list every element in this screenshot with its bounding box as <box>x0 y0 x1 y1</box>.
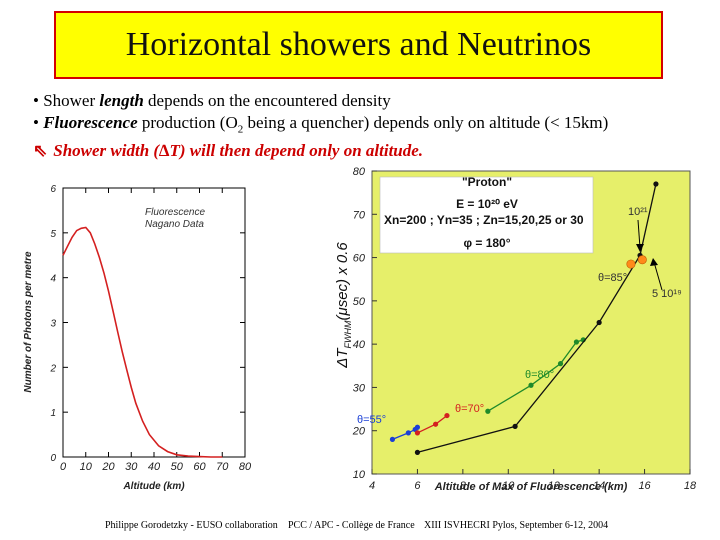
data-point <box>596 319 602 326</box>
info-line: Xn=200 ; Yn=35 ; Zn=15,20,25 or 30 <box>384 213 584 227</box>
y-tick-label: 70 <box>353 209 366 221</box>
x-tick-label: 60 <box>193 461 206 473</box>
data-point <box>405 430 411 436</box>
x-tick-label: 20 <box>101 461 115 473</box>
footer-left: Philippe Gorodetzky - EUSO collaboration <box>105 520 278 531</box>
y-tick-label: 5 <box>50 229 56 240</box>
x-tick-label: 14 <box>593 480 605 492</box>
data-point <box>573 339 580 345</box>
y-tick-label: 0 <box>50 453 56 464</box>
y-tick-label: 80 <box>353 166 366 178</box>
y-axis-label: ΔTFWHM(μsec) x 0.6 <box>334 242 353 369</box>
bullet-length: • Shower length depends on the encounter… <box>33 91 391 110</box>
bullet-fluorescence: • Fluorescence production (O2 being a qu… <box>33 113 609 136</box>
data-point <box>557 361 564 367</box>
x-axis-label: Altitude of Max of Fluorescence (km) <box>434 481 628 493</box>
data-point <box>414 430 421 436</box>
y-tick-label: 2 <box>49 363 56 374</box>
legend-line-1: Fluorescence <box>145 207 205 218</box>
x-tick-label: 12 <box>548 480 560 492</box>
angle-label: θ=55° <box>357 414 386 426</box>
pointer-arrow-head <box>650 258 658 266</box>
legend-line-2: Nagano Data <box>145 219 204 230</box>
y-tick-label: 10 <box>353 469 366 481</box>
y-tick-label: 50 <box>353 296 366 308</box>
angle-label: θ=80° <box>525 369 554 381</box>
x-tick-label: 40 <box>148 461 161 473</box>
footer-center: PCC / APC - Collège de France <box>288 520 415 531</box>
pointer-arrow <box>653 261 663 291</box>
x-tick-label: 6 <box>414 480 421 492</box>
x-tick-label: 4 <box>369 480 375 492</box>
data-point <box>389 436 396 442</box>
pointer-arrow <box>637 219 641 249</box>
data-point <box>444 412 450 419</box>
bullet-list: • Shower length depends on the encounter… <box>33 90 608 162</box>
info-line: E = 10²⁰ eV <box>456 197 518 211</box>
x-tick-label: 16 <box>638 480 651 492</box>
x-axis-label: Altitude (km) <box>122 481 185 492</box>
x-tick-label: 80 <box>239 461 252 473</box>
fluorescence-curve <box>62 226 223 458</box>
title-box: Horizontal showers and Neutrinos <box>54 11 663 79</box>
y-tick-label: 60 <box>353 253 366 265</box>
angle-label: θ=70° <box>455 403 484 415</box>
highlight-point <box>626 259 636 269</box>
data-point <box>485 408 491 414</box>
arrow-icon: ⇖ <box>33 141 48 161</box>
data-point <box>433 421 439 427</box>
data-point <box>414 449 421 455</box>
x-tick-label: 0 <box>60 461 67 473</box>
info-box <box>379 176 594 254</box>
bullet-width: ⇖ Shower width (∆T) will then depend only… <box>33 141 424 161</box>
angle-label: 5 10¹⁹ <box>652 288 682 300</box>
y-tick-label: 6 <box>50 184 56 195</box>
page-title: Horizontal showers and Neutrinos <box>125 26 592 63</box>
y-tick-label: 4 <box>50 274 56 285</box>
x-tick-label: 10 <box>502 480 515 492</box>
info-line: φ = 180° <box>463 236 510 250</box>
angle-label: 10²¹ <box>628 206 648 218</box>
highlight-point <box>637 255 647 265</box>
y-tick-label: 30 <box>353 382 366 394</box>
y-tick-label: 3 <box>50 319 56 330</box>
y-tick-label: 1 <box>50 408 56 419</box>
x-tick-label: 18 <box>684 480 697 492</box>
data-point <box>414 424 421 430</box>
pointer-arrow-head <box>636 244 644 252</box>
angle-label: θ=85° <box>598 272 627 284</box>
data-point <box>528 382 534 388</box>
x-tick-label: 50 <box>171 461 184 473</box>
footer-right: XIII ISVHECRI Pylos, September 6-12, 200… <box>424 520 609 531</box>
y-tick-label: 40 <box>353 339 366 351</box>
data-point <box>512 423 518 429</box>
x-tick-label: 8 <box>460 480 467 492</box>
info-line: "Proton" <box>462 175 512 189</box>
y-tick-label: 20 <box>352 426 366 438</box>
y-axis-label: Number of Photons per metre <box>23 251 34 393</box>
data-point <box>653 181 659 187</box>
x-tick-label: 30 <box>125 461 138 473</box>
x-tick-label: 70 <box>216 461 229 473</box>
x-tick-label: 10 <box>80 461 93 473</box>
